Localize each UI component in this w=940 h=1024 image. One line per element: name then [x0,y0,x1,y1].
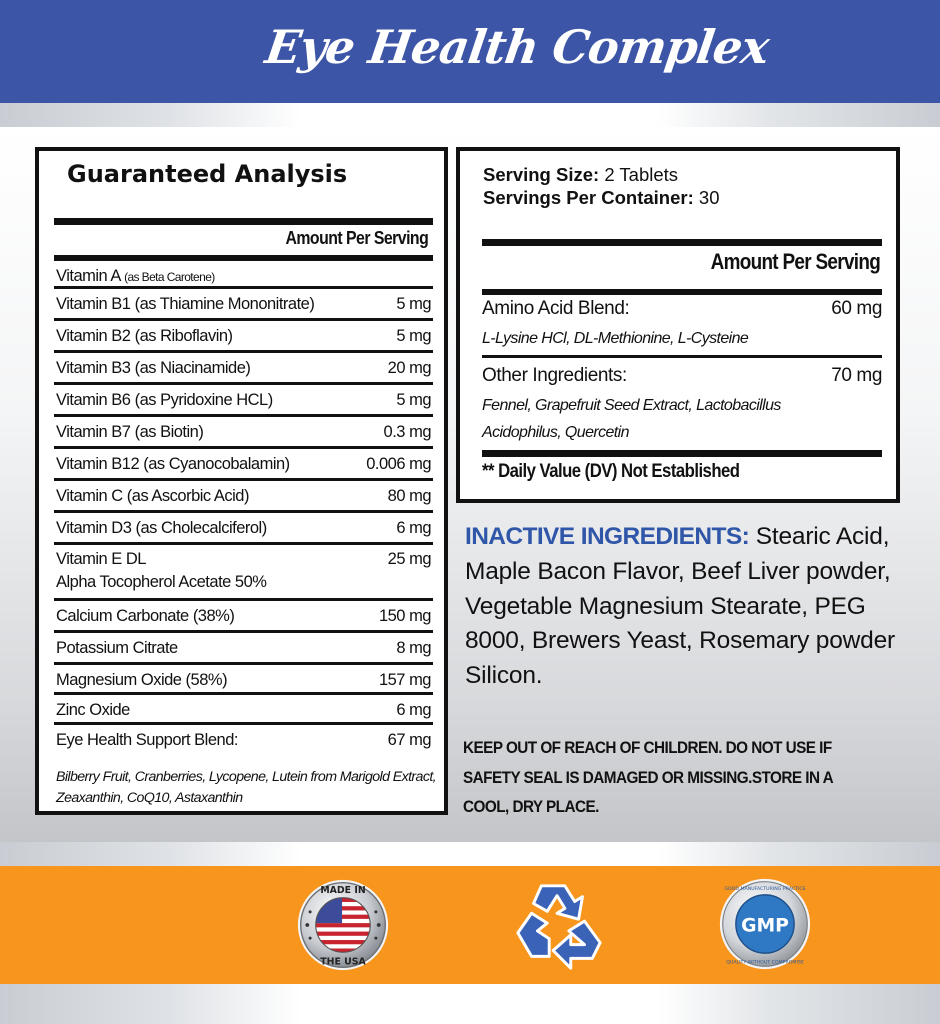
nutrient-amount: 0.006 mg [366,455,431,473]
inactive-ingredients-text: Stearic Acid, Maple Bacon Flavor, Beef L… [465,523,895,690]
svg-text:GOOD MANUFACTURING PRACTICE: GOOD MANUFACTURING PRACTICE [724,886,805,892]
svg-text:MADE IN: MADE IN [320,885,365,896]
divider [482,289,882,295]
table-row: Magnesium Oxide (58%) 157 mg [54,665,433,695]
nutrient-amount: 20 mg [387,359,432,377]
nutrient-amount: 5 mg [396,391,431,409]
table-row: Vitamin A (as Beta Carotene) [54,261,433,289]
nutrient-name: Potassium Citrate [56,639,178,657]
other-ingredients-list: Fennel, Grapefruit Seed Extract, Lactoba… [482,397,781,441]
nutrient-name: Vitamin B1 (as Thiamine Mononitrate) [56,295,315,313]
amount-per-serving-header: Amount Per Serving [710,249,880,274]
other-ingredients-name: Other Ingredients: [482,365,627,386]
blend-ingredients: Bilberry Fruit, Cranberries, Lycopene, L… [56,769,437,806]
serving-size-label: Serving Size: [483,164,600,185]
amino-acid-blend-row: Amino Acid Blend: 60 mg [482,298,882,320]
header-banner: Eye Health Complex [0,0,940,103]
nutrient-name: Vitamin E DL [56,550,147,568]
nutrient-amount: 0.3 mg [383,423,432,441]
guaranteed-analysis-panel: Guaranteed Analysis Amount Per Serving V… [35,147,448,815]
nutrient-name: Vitamin B2 (as Riboflavin) [56,327,233,345]
serving-info: Serving Size: 2 Tablets Servings Per Con… [483,163,719,209]
nutrient-name: Vitamin B7 (as Biotin) [56,423,204,441]
blend-name: Amino Acid Blend: [482,298,630,319]
silver-band-bottom [0,984,940,1024]
table-row: Eye Health Support Blend: 67 mg [54,725,433,755]
inactive-ingredients: INACTIVE INGREDIENTS: Stearic Acid, Mapl… [465,520,925,694]
nutrient-name: Eye Health Support Blend: [56,731,238,749]
table-row: Vitamin B2 (as Riboflavin) 5 mg [54,321,433,353]
supplement-facts-panel: Serving Size: 2 Tablets Servings Per Con… [456,147,900,503]
table-row: Vitamin B6 (as Pyridoxine HCL) 5 mg [54,385,433,417]
inactive-ingredients-label: INACTIVE INGREDIENTS: [465,523,750,550]
divider [54,255,433,261]
nutrient-amount: 8 mg [396,639,431,657]
other-ingredients-row: Other Ingredients: 70 mg [482,365,882,387]
silver-band-middle [0,842,940,866]
silver-band-top [0,103,940,127]
nutrient-name: Vitamin B6 (as Pyridoxine HCL) [56,391,273,409]
svg-text:GMP: GMP [741,916,789,937]
nutrient-table: Vitamin A (as Beta Carotene) Vitamin B1 … [54,261,433,755]
table-row: Potassium Citrate 8 mg [54,633,433,665]
servings-per-container-value: 30 [693,187,720,208]
gmp-certified-icon: GMP GOOD MANUFACTURING PRACTICE QUALITY … [719,878,811,970]
table-row: Vitamin E DL Alpha Tocopherol Acetate 50… [54,545,433,601]
serving-size-value: 2 Tablets [599,164,679,185]
table-row: Vitamin B1 (as Thiamine Mononitrate) 5 m… [54,289,433,321]
nutrient-amount: 6 mg [396,519,431,537]
nutrient-name: Vitamin B3 (as Niacinamide) [56,359,251,377]
table-row: Vitamin B3 (as Niacinamide) 20 mg [54,353,433,385]
svg-text:QUALITY WITHOUT COMPROMISE: QUALITY WITHOUT COMPROMISE [726,959,804,965]
nutrient-name: Magnesium Oxide (58%) [56,671,228,689]
nutrient-amount: 25 mg [387,550,432,568]
nutrient-name: Vitamin A [56,267,125,285]
guaranteed-analysis-title: Guaranteed Analysis [67,160,348,188]
blend-amount: 60 mg [831,298,882,319]
table-row: Vitamin D3 (as Cholecalciferol) 6 mg [54,513,433,545]
table-row: Vitamin B7 (as Biotin) 0.3 mg [54,417,433,449]
divider [482,355,882,358]
table-row: Vitamin B12 (as Cyanocobalamin) 0.006 mg [54,449,433,481]
nutrient-amount: 5 mg [396,327,431,345]
daily-value-note: ** Daily Value (DV) Not Established [482,461,740,482]
nutrient-amount: 6 mg [396,701,431,719]
warning-text: KEEP OUT OF REACH OF CHILDREN. DO NOT US… [463,738,833,816]
nutrient-name: Vitamin D3 (as Cholecalciferol) [56,519,267,537]
nutrient-amount: 150 mg [378,607,432,625]
table-row: Vitamin C (as Ascorbic Acid) 80 mg [54,481,433,513]
divider [54,218,433,225]
other-ingredients-amount: 70 mg [831,365,882,386]
servings-per-container-label: Servings Per Container: [483,187,694,208]
table-row: Calcium Carbonate (38%) 150 mg [54,601,433,633]
divider [482,450,882,457]
divider [482,239,882,246]
nutrient-detail: (as Beta Carotene) [124,270,215,284]
nutrient-amount: 67 mg [387,731,432,749]
nutrient-amount: 5 mg [396,295,431,313]
nutrient-name: Zinc Oxide [56,701,130,719]
nutrient-name: Vitamin C (as Ascorbic Acid) [56,487,249,505]
made-in-usa-icon: MADE IN THE USA [297,879,389,971]
table-row: Zinc Oxide 6 mg [54,695,433,725]
nutrient-name: Calcium Carbonate (38%) [56,607,235,625]
nutrient-name-line2: Alpha Tocopherol Acetate 50% [56,573,267,591]
nutrient-amount: 157 mg [378,671,432,689]
amount-per-serving-header: Amount Per Serving [285,228,428,248]
amino-blend-ingredients: L-Lysine HCl, DL-Methionine, L-Cysteine [482,330,749,347]
product-title: Eye Health Complex [262,19,773,74]
nutrient-name: Vitamin B12 (as Cyanocobalamin) [56,455,290,473]
recycle-icon [516,884,602,970]
nutrient-amount: 80 mg [387,487,432,505]
svg-text:THE USA: THE USA [320,956,366,967]
